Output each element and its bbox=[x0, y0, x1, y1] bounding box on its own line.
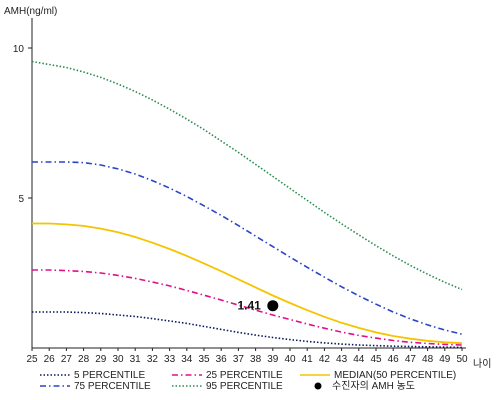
patient-marker-label: 1.41 bbox=[237, 299, 261, 313]
legend: 5 PERCENTILE 25 PERCENTILE MEDIAN(50 PERCE… bbox=[40, 370, 456, 392]
series-line-2 bbox=[32, 269, 463, 346]
x-tick-label: 33 bbox=[164, 354, 176, 365]
series-line-1 bbox=[32, 311, 463, 349]
x-tick-label: 34 bbox=[181, 354, 193, 365]
y-tick-label: 10 bbox=[13, 44, 25, 55]
patient-marker: 1.41 bbox=[237, 299, 279, 313]
x-tick-label: 28 bbox=[78, 354, 90, 365]
x-tick-label: 37 bbox=[233, 354, 245, 365]
x-tick-label: 43 bbox=[336, 354, 348, 365]
x-tick-label: 38 bbox=[250, 354, 262, 365]
x-tick-label: 42 bbox=[319, 354, 331, 365]
x-tick-label: 36 bbox=[216, 354, 228, 365]
x-tick-label: 26 bbox=[44, 354, 56, 365]
patient-marker-dot bbox=[267, 300, 279, 312]
legend-label: 75 PERCENTILE bbox=[74, 381, 151, 392]
legend-label: 25 PERCENTILE bbox=[206, 370, 283, 381]
x-tick-label: 50 bbox=[456, 354, 468, 365]
series-line-5 bbox=[31, 60, 463, 291]
series-line-4 bbox=[32, 161, 463, 335]
series-line-3 bbox=[32, 222, 463, 345]
x-tick-label: 48 bbox=[422, 354, 434, 365]
x-tick-label: 39 bbox=[267, 354, 279, 365]
x-tick-label: 30 bbox=[112, 354, 124, 365]
x-tick-label: 47 bbox=[405, 354, 417, 365]
x-tick-label: 45 bbox=[370, 354, 382, 365]
y-axis-ticks: 5 10 bbox=[13, 44, 32, 205]
series-layer bbox=[31, 60, 463, 349]
x-tick-label: 29 bbox=[95, 354, 107, 365]
x-tick-label: 27 bbox=[61, 354, 73, 365]
x-tick-label: 41 bbox=[302, 354, 314, 365]
legend-label: 5 PERCENTILE bbox=[74, 370, 145, 381]
x-tick-label: 40 bbox=[284, 354, 296, 365]
legend-marker-swatch bbox=[314, 382, 322, 390]
x-tick-label: 32 bbox=[147, 354, 159, 365]
x-axis-ticks: 25 26 27 28 29 30 31 32 33 34 35 36 37 38 39 40 41 42 43 44… bbox=[26, 348, 468, 365]
legend-label: MEDIAN(50 PERCENTILE) bbox=[334, 370, 456, 381]
y-tick-label: 5 bbox=[18, 194, 24, 205]
x-tick-label: 46 bbox=[388, 354, 400, 365]
x-tick-label: 25 bbox=[26, 354, 38, 365]
legend-label: 95 PERCENTILE bbox=[206, 381, 283, 392]
x-tick-label: 31 bbox=[130, 354, 142, 365]
x-axis-title: 나이 bbox=[473, 358, 491, 370]
x-tick-label: 35 bbox=[198, 354, 210, 365]
y-axis-title: AMH(ng/ml) bbox=[4, 6, 57, 17]
legend-marker-label: 수진자의 AMH 농도 bbox=[332, 380, 415, 392]
x-tick-label: 49 bbox=[439, 354, 451, 365]
x-tick-label: 44 bbox=[353, 354, 365, 365]
